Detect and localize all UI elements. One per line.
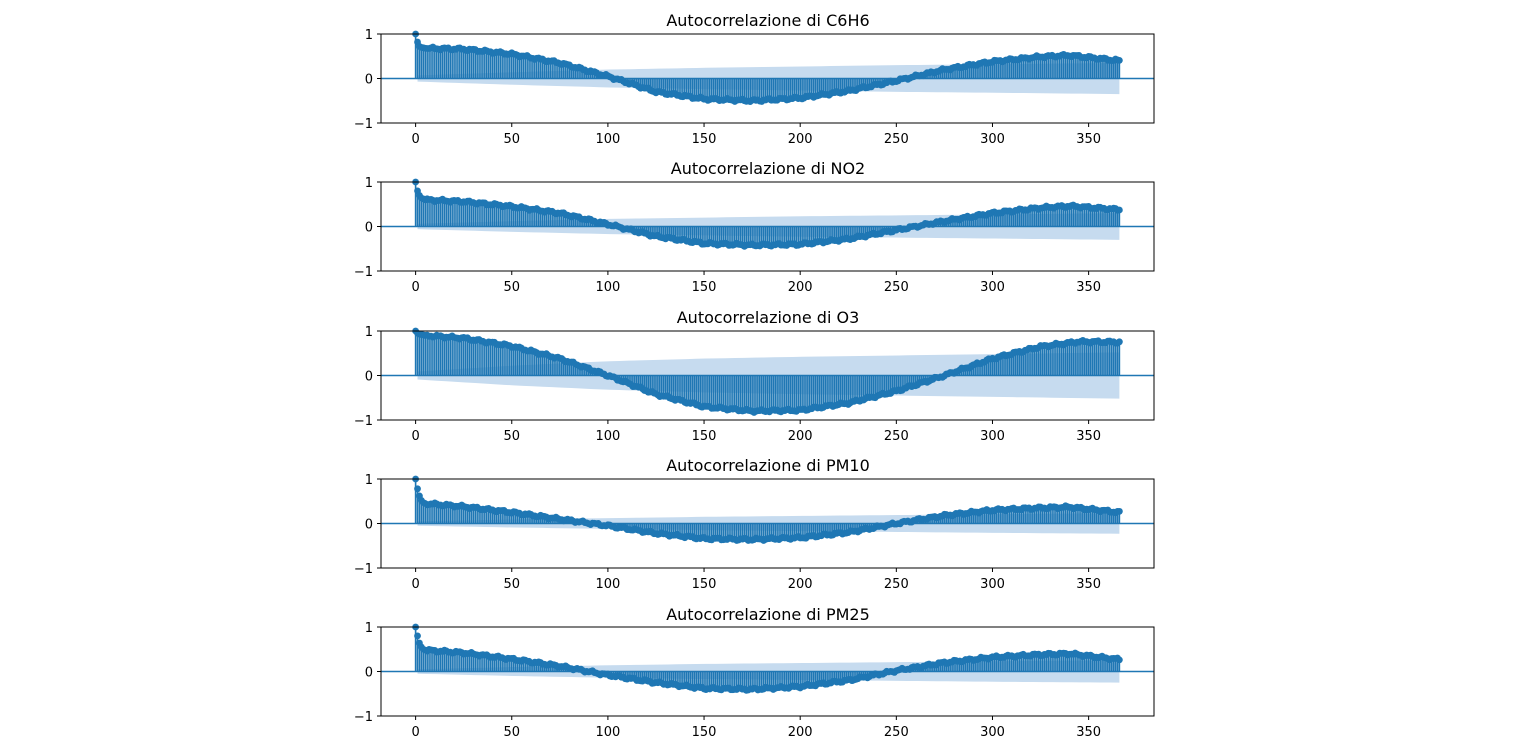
- x-tick-label: 100: [595, 725, 620, 740]
- x-tick-label: 250: [884, 577, 909, 592]
- y-tick-label: −1: [354, 265, 373, 280]
- panel-title: Autocorrelazione di O3: [677, 308, 860, 327]
- acf-marker: [1115, 507, 1123, 515]
- x-tick-label: 200: [788, 132, 813, 147]
- x-tick-label: 250: [884, 280, 909, 295]
- acf-markers: [412, 327, 1123, 416]
- acf-marker: [414, 485, 421, 493]
- x-tick-label: 100: [595, 132, 620, 147]
- x-tick-label: 0: [411, 280, 419, 295]
- x-tick-label: 250: [884, 725, 909, 740]
- x-tick-label: 150: [692, 280, 717, 295]
- plot-area: 0 50 100 150 200 250 300 350 −1 0 1: [354, 176, 1155, 295]
- x-tick-label: 150: [692, 429, 717, 444]
- acf-marker: [1115, 656, 1123, 664]
- x-tick-label: 50: [503, 577, 520, 592]
- plot-area: 0 50 100 150 200 250 300 350 −1 0 1: [354, 473, 1155, 592]
- y-tick-label: 1: [365, 325, 373, 340]
- acf-markers: [412, 623, 1123, 694]
- acf-marker: [1115, 56, 1123, 64]
- plot-area: 0 50 100 150 200 250 300 350 −1 0 1: [354, 28, 1155, 147]
- x-tick-label: 150: [692, 577, 717, 592]
- panel-pm10: Autocorrelazione di PM10 0 50 100 150 200 250…: [354, 456, 1155, 592]
- x-tick-label: 150: [692, 132, 717, 147]
- x-tick-label: 100: [595, 280, 620, 295]
- x-tick-label: 0: [411, 725, 419, 740]
- x-tick-label: 350: [1076, 577, 1101, 592]
- x-tick-label: 50: [503, 132, 520, 147]
- x-tick-label: 50: [503, 725, 520, 740]
- x-tick-label: 300: [980, 132, 1005, 147]
- x-tick-label: 300: [980, 725, 1005, 740]
- plot-area: 0 50 100 150 200 250 300 350 −1 0 1: [354, 621, 1155, 740]
- acf-markers: [412, 475, 1123, 544]
- x-tick-label: 200: [788, 725, 813, 740]
- x-tick-label: 200: [788, 280, 813, 295]
- y-tick-label: 1: [365, 28, 373, 43]
- y-tick-label: 0: [365, 518, 373, 533]
- acf-markers: [412, 30, 1123, 105]
- x-tick-label: 50: [503, 429, 520, 444]
- panel-title: Autocorrelazione di PM25: [666, 605, 870, 624]
- x-tick-label: 350: [1076, 280, 1101, 295]
- panel-no2: Autocorrelazione di NO2 0 50 100 150 200 250 3…: [354, 159, 1155, 295]
- x-tick-label: 200: [788, 429, 813, 444]
- x-tick-label: 350: [1076, 429, 1101, 444]
- y-tick-label: 1: [365, 176, 373, 191]
- y-tick-label: 1: [365, 621, 373, 636]
- x-tick-label: 300: [980, 280, 1005, 295]
- x-tick-label: 0: [411, 429, 419, 444]
- y-tick-label: −1: [354, 414, 373, 429]
- x-tick-label: 200: [788, 577, 813, 592]
- panel-title: Autocorrelazione di PM10: [666, 456, 870, 475]
- acf-marker: [1115, 338, 1123, 346]
- y-tick-label: 0: [365, 666, 373, 681]
- x-tick-label: 0: [411, 132, 419, 147]
- y-tick-label: 0: [365, 73, 373, 88]
- y-tick-label: 1: [365, 473, 373, 488]
- y-tick-label: 0: [365, 221, 373, 236]
- y-tick-label: −1: [354, 710, 373, 725]
- x-tick-label: 250: [884, 132, 909, 147]
- x-tick-label: 100: [595, 577, 620, 592]
- panel-title: Autocorrelazione di C6H6: [666, 11, 869, 30]
- x-tick-label: 350: [1076, 725, 1101, 740]
- x-tick-label: 150: [692, 725, 717, 740]
- acf-marker: [414, 632, 421, 640]
- panel-c6h6: Autocorrelazione di C6H6 0 50 100 150 200 250…: [354, 11, 1155, 147]
- panel-o3: Autocorrelazione di O3 0 50 100 150 200 250 30…: [354, 308, 1155, 444]
- y-tick-label: 0: [365, 370, 373, 385]
- x-tick-label: 300: [980, 429, 1005, 444]
- y-tick-label: −1: [354, 117, 373, 132]
- plot-area: 0 50 100 150 200 250 300 350 −1 0 1: [354, 325, 1155, 444]
- y-tick-label: −1: [354, 562, 373, 577]
- panel-title: Autocorrelazione di NO2: [671, 159, 865, 178]
- x-tick-label: 250: [884, 429, 909, 444]
- x-tick-label: 0: [411, 577, 419, 592]
- x-tick-label: 100: [595, 429, 620, 444]
- x-tick-label: 300: [980, 577, 1005, 592]
- acf-marker: [1115, 206, 1123, 214]
- panel-pm25: Autocorrelazione di PM25 0 50 100 150 200 250…: [354, 605, 1155, 740]
- acf-markers: [412, 178, 1123, 250]
- x-tick-label: 350: [1076, 132, 1101, 147]
- x-tick-label: 50: [503, 280, 520, 295]
